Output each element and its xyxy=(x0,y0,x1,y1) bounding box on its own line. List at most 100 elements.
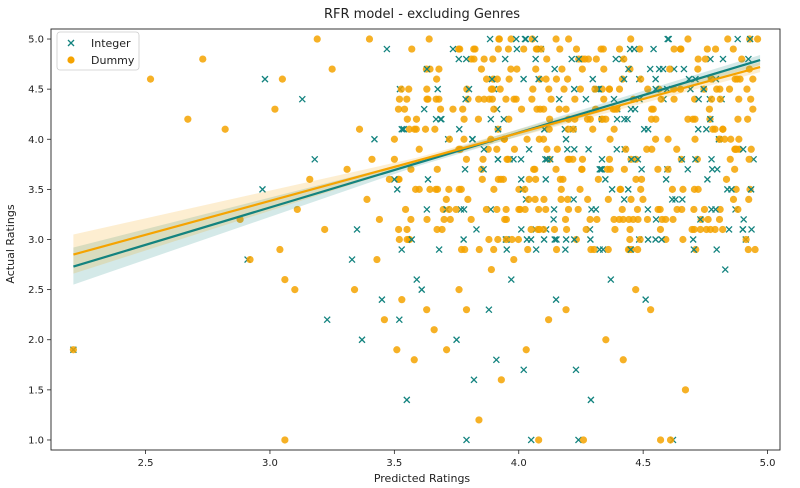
integer-point xyxy=(480,145,488,153)
y-tick-label: 3.0 xyxy=(28,235,44,246)
integer-marker xyxy=(551,236,559,243)
integer-marker xyxy=(620,115,628,123)
dummy-point xyxy=(281,436,289,444)
integer-point xyxy=(358,336,366,344)
dummy-marker xyxy=(435,65,443,73)
integer-marker xyxy=(668,195,676,203)
dummy-point xyxy=(622,145,630,153)
integer-marker xyxy=(570,195,578,203)
dummy-marker xyxy=(662,215,670,224)
integer-marker xyxy=(703,175,711,183)
dummy-point xyxy=(654,205,662,214)
dummy-marker xyxy=(694,65,702,73)
dummy-marker xyxy=(729,195,738,204)
dummy-point xyxy=(328,65,336,73)
dummy-point xyxy=(731,75,739,83)
dummy-marker xyxy=(600,65,608,73)
legend-box xyxy=(56,31,140,71)
integer-point xyxy=(587,396,595,404)
integer-marker xyxy=(398,125,406,133)
integer-marker xyxy=(712,205,719,213)
integer-marker xyxy=(520,75,528,83)
integer-marker xyxy=(662,175,670,183)
y-tick-label: 2.0 xyxy=(28,335,44,346)
integer-point xyxy=(592,205,600,213)
dummy-point xyxy=(455,286,463,294)
integer-point xyxy=(512,35,520,43)
integer-marker xyxy=(455,55,463,63)
dummy-marker xyxy=(727,135,735,143)
dummy-marker xyxy=(535,205,543,214)
integer-marker xyxy=(488,75,496,83)
dummy-marker xyxy=(624,245,633,254)
dummy-point xyxy=(716,95,724,103)
dummy-marker xyxy=(478,175,486,183)
dummy-point xyxy=(579,436,588,444)
dummy-marker xyxy=(545,125,553,133)
integer-point xyxy=(408,236,416,243)
integer-point xyxy=(527,436,535,444)
integer-marker xyxy=(423,65,431,73)
integer-point xyxy=(597,165,605,173)
dummy-marker xyxy=(395,95,404,103)
dummy-marker xyxy=(734,115,742,123)
dummy-point xyxy=(651,135,660,143)
integer-point xyxy=(746,35,754,43)
dummy-point xyxy=(313,35,321,43)
integer-point xyxy=(644,125,652,133)
dummy-marker xyxy=(505,75,513,83)
dummy-marker xyxy=(489,55,497,63)
dummy-marker xyxy=(643,215,652,224)
dummy-marker xyxy=(644,85,652,93)
integer-point xyxy=(721,266,729,274)
dummy-point xyxy=(684,35,692,43)
dummy-marker xyxy=(412,125,420,133)
dummy-marker xyxy=(504,45,513,53)
dummy-marker xyxy=(502,215,511,224)
dummy-point xyxy=(482,205,491,214)
dummy-marker xyxy=(558,65,566,73)
dummy-marker xyxy=(405,85,413,93)
dummy-marker xyxy=(535,135,543,143)
dummy-marker xyxy=(704,215,712,224)
dummy-point xyxy=(398,296,406,304)
dummy-marker xyxy=(617,185,625,193)
integer-point xyxy=(672,195,679,203)
integer-marker xyxy=(461,165,469,173)
dummy-marker xyxy=(433,185,442,193)
integer-marker xyxy=(532,55,540,63)
dummy-marker xyxy=(747,145,755,153)
dummy-point xyxy=(395,235,403,244)
dummy-marker xyxy=(397,85,405,93)
dummy-marker xyxy=(582,225,590,234)
integer-point xyxy=(582,95,590,103)
integer-point xyxy=(261,75,269,83)
integer-point xyxy=(323,316,331,324)
dummy-marker xyxy=(528,35,536,43)
dummy-marker xyxy=(564,35,573,43)
y-tick-label: 1.5 xyxy=(28,385,44,396)
dummy-marker xyxy=(634,245,642,254)
integer-marker xyxy=(501,55,509,63)
dummy-point xyxy=(594,175,602,183)
integer-point xyxy=(413,276,421,284)
dummy-marker xyxy=(523,135,531,143)
dummy-marker xyxy=(460,115,468,123)
dummy-marker xyxy=(516,205,524,214)
dummy-point xyxy=(276,245,284,254)
dummy-marker xyxy=(463,85,471,93)
dummy-marker xyxy=(626,235,634,244)
integer-point xyxy=(624,185,632,193)
dummy-marker xyxy=(690,225,698,234)
dummy-marker xyxy=(633,205,642,214)
dummy-marker xyxy=(510,145,519,153)
dummy-marker xyxy=(546,115,554,123)
dummy-point xyxy=(547,95,555,103)
integer-marker xyxy=(702,125,710,133)
dummy-marker xyxy=(543,145,551,153)
dummy-point xyxy=(433,75,441,83)
dummy-marker xyxy=(731,165,739,173)
dummy-marker xyxy=(405,235,414,244)
dummy-marker xyxy=(705,105,713,113)
integer-point xyxy=(378,296,386,304)
